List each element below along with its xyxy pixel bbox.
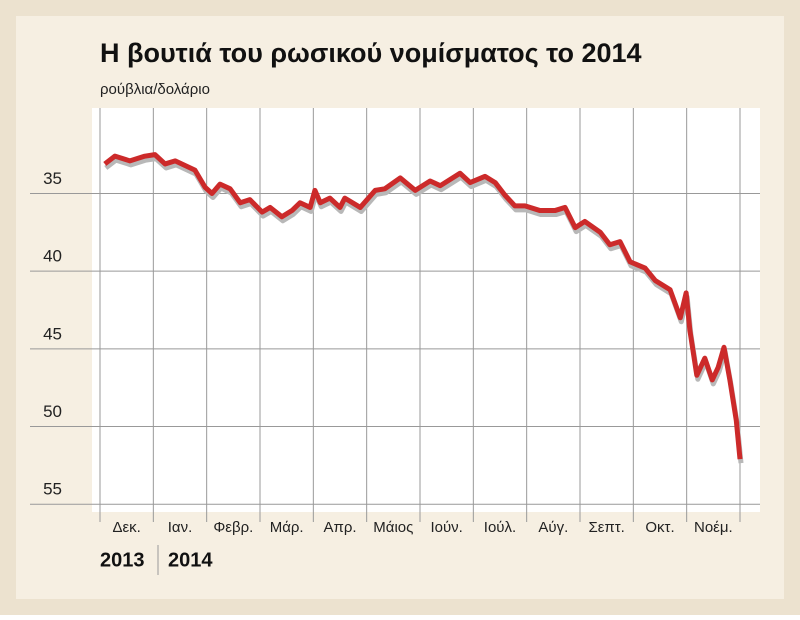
year-label: 2014 <box>168 549 213 571</box>
year-label: 2013 <box>100 549 145 571</box>
x-tick-label: Αύγ. <box>538 519 568 536</box>
line <box>103 152 743 460</box>
x-tick-label: Νοέμ. <box>694 519 733 536</box>
x-tick-label: Ιούν. <box>430 519 462 536</box>
subtitle: ρούβλια/δολάριο <box>100 81 210 98</box>
x-tick-label: Απρ. <box>323 519 356 536</box>
x-tick-label: Οκτ. <box>645 519 674 536</box>
y-tick-label: 40 <box>43 247 62 266</box>
y-tick-label: 35 <box>43 169 62 188</box>
y-tick-label: 55 <box>43 480 62 499</box>
y-tick-label: 45 <box>43 324 62 343</box>
x-tick-label: Μάιος <box>373 519 413 536</box>
plot-area <box>92 108 760 512</box>
chart-title: Η βουτιά του ρωσικού νομίσματος το 2014 <box>100 38 642 68</box>
x-tick-label: Φεβρ. <box>213 519 253 536</box>
x-tick-label: Δεκ. <box>112 519 140 536</box>
x-tick-label: Ιούλ. <box>484 519 516 536</box>
y-tick-label: 50 <box>43 402 62 421</box>
x-tick-label: Μάρ. <box>270 519 304 536</box>
x-tick-label: Σεπτ. <box>588 519 624 536</box>
x-tick-label: Ιαν. <box>168 519 193 536</box>
